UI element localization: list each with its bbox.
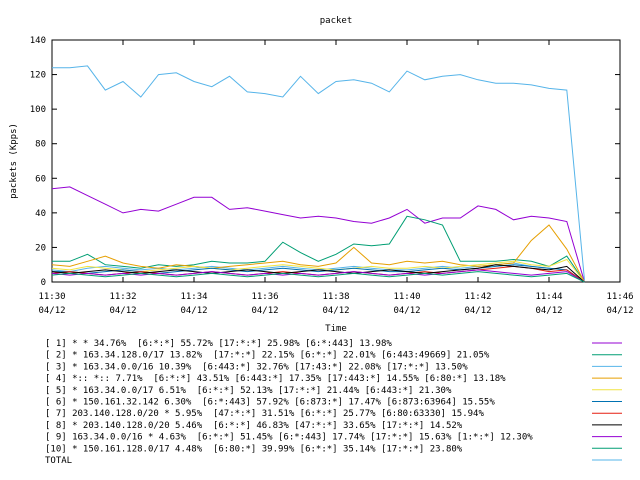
x-tick-label: 04/12	[322, 306, 349, 316]
legend-label: [ 7] 203.140.128.0/20 * 5.95% [47:*:*] 3…	[45, 409, 484, 419]
legend-label: [ 3] * 163.34.0.0/16 10.39% [6:443:*] 32…	[45, 362, 468, 372]
y-tick-label: 140	[30, 36, 46, 46]
chart-title: packet	[320, 16, 353, 26]
x-tick-label: 11:32	[109, 292, 136, 302]
x-tick-label: 04/12	[393, 306, 420, 316]
series-line	[51, 224, 585, 283]
legend-label: [ 5] * 163.34.0.0/17 6.51% [6:*:*] 52.13…	[45, 386, 452, 396]
x-tick-label: 11:46	[606, 292, 633, 302]
y-tick-label: 60	[35, 174, 46, 184]
series-line	[52, 65, 585, 281]
plot-border	[51, 39, 621, 283]
y-tick-label: 40	[35, 209, 46, 219]
y-axis-label: packets (Kpps)	[9, 123, 19, 199]
y-tick-label: 100	[30, 105, 46, 115]
x-tick-label: 11:40	[393, 292, 420, 302]
x-tick-label: 11:38	[322, 292, 349, 302]
x-axis-label: Time	[325, 324, 347, 334]
series-line	[52, 215, 585, 283]
x-tick-label: 04/12	[180, 306, 207, 316]
legend-label: [ 9] 163.34.0.0/16 * 4.63% [6:*:*] 51.45…	[45, 433, 533, 443]
x-tick-label: 04/12	[464, 306, 491, 316]
x-tick-label: 04/12	[251, 306, 278, 316]
x-tick-label: 04/12	[38, 306, 65, 316]
y-tick-label: 0	[41, 278, 46, 288]
x-tick-label: 11:44	[535, 292, 562, 302]
x-tick-label: 04/12	[535, 306, 562, 316]
legend-label: [ 1] * * 34.76% [6:*:*] 55.72% [17:*:*] …	[45, 339, 392, 349]
legend-label: [ 2] * 163.34.128.0/17 13.82% [17:*:*] 2…	[45, 351, 490, 361]
x-tick-label: 11:42	[464, 292, 491, 302]
legend-label: [ 8] * 203.140.128.0/20 5.46% [6:*:*] 46…	[45, 421, 463, 431]
y-tick-label: 80	[35, 140, 46, 150]
legend-label: [10] * 150.161.128.0/17 4.48% [6:80:*] 3…	[45, 444, 463, 454]
x-tick-label: 04/12	[109, 306, 136, 316]
series-line	[51, 269, 585, 283]
series-line	[51, 186, 585, 283]
series-line	[51, 271, 585, 283]
y-tick-label: 20	[35, 243, 46, 253]
legend-label: TOTAL	[45, 456, 72, 466]
y-tick-label: 120	[30, 71, 46, 81]
x-tick-label: 11:34	[180, 292, 207, 302]
legend-label: [ 4] *:: *:: 7.71% [6:*:*] 43.51% [6:443…	[45, 374, 506, 384]
legend-label: [ 6] * 150.161.32.142 6.30% [6:*:443] 57…	[45, 398, 495, 408]
x-tick-label: 04/12	[606, 306, 633, 316]
x-tick-label: 11:36	[251, 292, 278, 302]
x-tick-label: 11:30	[38, 292, 65, 302]
